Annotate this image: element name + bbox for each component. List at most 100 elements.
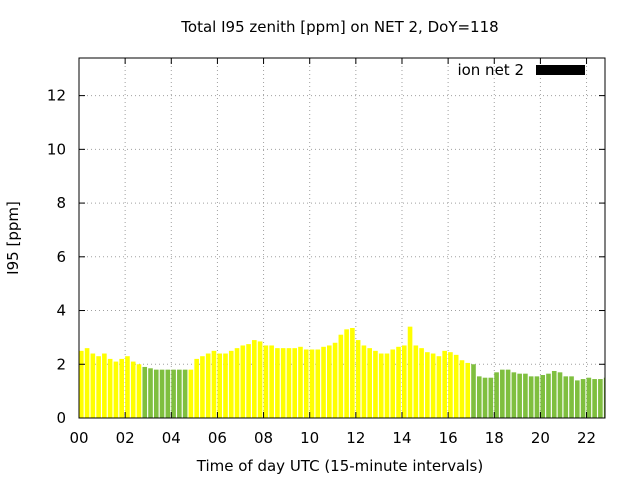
bar (528, 376, 534, 418)
bar (252, 340, 257, 418)
bar (540, 375, 546, 418)
y-tick-label: 0 (56, 409, 66, 427)
bar (494, 372, 499, 418)
x-tick-label: 06 (208, 429, 227, 447)
bar (482, 377, 488, 418)
bar (488, 377, 494, 418)
y-axis-title: I95 [ppm] (4, 201, 22, 275)
bar (269, 345, 274, 418)
x-tick-label: 08 (254, 429, 273, 447)
bar (217, 353, 223, 418)
bar (165, 369, 171, 418)
bar (396, 346, 401, 418)
bar (292, 348, 298, 418)
bar (419, 348, 424, 418)
bar (200, 356, 205, 418)
bar (223, 353, 228, 418)
bar (453, 354, 459, 418)
bar (90, 353, 96, 418)
bar (194, 358, 199, 418)
bar (384, 353, 390, 418)
bar (102, 353, 107, 418)
bar (125, 356, 130, 418)
bar (321, 346, 326, 418)
x-tick-label: 00 (69, 429, 88, 447)
x-axis-title: Time of day UTC (15-minute intervals) (196, 457, 483, 475)
bar (280, 348, 286, 418)
bar (205, 353, 211, 418)
bar (517, 373, 522, 418)
bar (390, 349, 396, 418)
bar (148, 368, 153, 418)
bar (130, 361, 136, 418)
x-tick-labels: 00 02 04 06 08 10 12 14 16 18 20 22 (69, 429, 596, 447)
bar (136, 364, 142, 418)
bar (107, 358, 113, 418)
y-tick-label: 10 (47, 140, 66, 158)
bar (182, 369, 188, 418)
bar (298, 346, 303, 418)
bar (580, 379, 586, 418)
bar (96, 356, 101, 418)
bar (159, 369, 165, 418)
plot-frame (78, 57, 606, 419)
bar (171, 369, 176, 418)
legend-label: ion net 2 (457, 61, 524, 79)
bar (113, 361, 119, 418)
bar (459, 360, 465, 418)
bar (511, 372, 517, 418)
bar (309, 349, 315, 418)
bar (465, 362, 471, 418)
axis-ticks (78, 58, 605, 419)
x-tick-label: 18 (485, 429, 504, 447)
bar (355, 340, 361, 418)
bar (523, 373, 528, 418)
bar (153, 369, 159, 418)
bar (332, 342, 338, 418)
bar (263, 345, 269, 418)
bar (315, 349, 321, 418)
y-tick-label: 2 (56, 355, 66, 373)
bar (350, 328, 355, 418)
legend: ion net 2 (457, 61, 585, 79)
bar (142, 366, 148, 418)
bar (373, 350, 378, 418)
bar (188, 369, 194, 418)
legend-swatch (536, 65, 585, 75)
bar (476, 376, 482, 418)
bar (401, 345, 407, 418)
bar (344, 329, 349, 418)
bar (177, 369, 182, 418)
bar (246, 344, 251, 418)
bar (367, 348, 372, 418)
bar (448, 352, 453, 418)
x-tick-label: 22 (577, 429, 596, 447)
bar (500, 369, 505, 418)
bar (598, 379, 603, 418)
bar (557, 372, 563, 418)
bar (534, 376, 540, 418)
bar (234, 348, 240, 418)
bar (257, 341, 263, 418)
bar (551, 370, 557, 418)
bar (603, 377, 605, 418)
bar (425, 352, 430, 418)
x-tick-label: 02 (116, 429, 135, 447)
bar (361, 345, 367, 418)
x-tick-label: 16 (439, 429, 458, 447)
bar (378, 353, 384, 418)
bars (79, 326, 605, 418)
bar (407, 326, 413, 418)
bar (84, 348, 90, 418)
bar (592, 379, 597, 418)
bar (79, 350, 84, 418)
chart-title: Total I95 zenith [ppm] on NET 2, DoY=118 (180, 18, 498, 36)
bar (442, 350, 447, 418)
bar (546, 373, 551, 418)
bar (505, 369, 511, 418)
bar (240, 345, 246, 418)
y-tick-labels: 0 2 4 6 8 10 12 (47, 87, 66, 427)
y-tick-label: 6 (56, 248, 66, 266)
bar (413, 345, 419, 418)
